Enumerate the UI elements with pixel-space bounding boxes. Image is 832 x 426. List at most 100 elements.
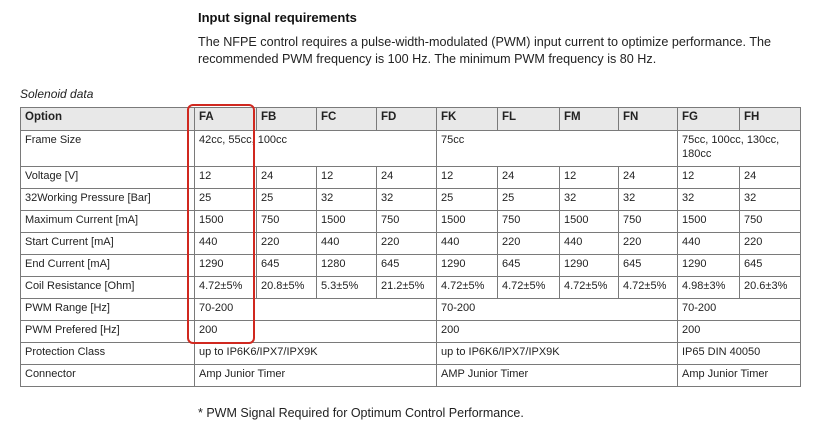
table-cell: 24 bbox=[739, 166, 801, 189]
table-cell: 440 bbox=[559, 232, 619, 255]
table-cell: IP65 DIN 40050 bbox=[677, 342, 801, 365]
row-label: Connector bbox=[20, 364, 195, 387]
table-cell: up to IP6K6/IPX7/IPX9K bbox=[436, 342, 678, 365]
table-row: End Current [mA] 1290 645 1280 645 1290 645 129… bbox=[20, 254, 801, 277]
table-cell: 25 bbox=[436, 188, 498, 211]
table-cell: Amp Junior Timer bbox=[677, 364, 801, 387]
table-cell: 75cc bbox=[436, 130, 678, 167]
table-cell: 1280 bbox=[316, 254, 377, 277]
table-cell: Amp Junior Timer bbox=[194, 364, 437, 387]
table-cell: 220 bbox=[618, 232, 678, 255]
table-cell: 200 bbox=[194, 320, 437, 343]
header-cell: FN bbox=[618, 107, 678, 131]
table-row: Start Current [mA] 440 220 440 220 440 220 440 2… bbox=[20, 232, 801, 255]
table-cell: 4.72±5% bbox=[497, 276, 560, 299]
table-cell: 645 bbox=[497, 254, 560, 277]
table-cell: 32 bbox=[739, 188, 801, 211]
table-cell: 1500 bbox=[559, 210, 619, 233]
table-cell: 750 bbox=[618, 210, 678, 233]
table-cell: 750 bbox=[376, 210, 437, 233]
table-cell: 1290 bbox=[436, 254, 498, 277]
header-cell: FA bbox=[194, 107, 257, 131]
table-cell: 4.72±5% bbox=[559, 276, 619, 299]
table-cell: 1500 bbox=[677, 210, 740, 233]
table-cell: 20.6±3% bbox=[739, 276, 801, 299]
row-label: Maximum Current [mA] bbox=[20, 210, 195, 233]
header-cell: FH bbox=[739, 107, 801, 131]
table-row: Voltage [V] 12 24 12 24 12 24 12 24 12 24 bbox=[20, 166, 801, 189]
table-row: 32Working Pressure [Bar] 25 25 32 32 25 25 32 32… bbox=[20, 188, 801, 211]
header-cell: Option bbox=[20, 107, 195, 131]
row-label: PWM Range [Hz] bbox=[20, 298, 195, 321]
table-cell: 32 bbox=[618, 188, 678, 211]
header-cell: FD bbox=[376, 107, 437, 131]
table-cell: 12 bbox=[677, 166, 740, 189]
solenoid-data-table: Option FA FB FC FD FK FL FM FN FG FH Fra… bbox=[20, 107, 801, 387]
table-cell: 4.72±5% bbox=[194, 276, 257, 299]
table-cell: 4.72±5% bbox=[618, 276, 678, 299]
table-cell: 4.72±5% bbox=[436, 276, 498, 299]
row-label: Start Current [mA] bbox=[20, 232, 195, 255]
table-cell: 200 bbox=[677, 320, 801, 343]
table-cell: 1500 bbox=[194, 210, 257, 233]
description-paragraph: The NFPE control requires a pulse-width-… bbox=[198, 35, 772, 66]
table-cell: 645 bbox=[618, 254, 678, 277]
header-cell: FM bbox=[559, 107, 619, 131]
table-cell: AMP Junior Timer bbox=[436, 364, 678, 387]
table-cell: 24 bbox=[256, 166, 317, 189]
table-cell: 70-200 bbox=[677, 298, 801, 321]
table-cell: 750 bbox=[739, 210, 801, 233]
row-label: 32Working Pressure [Bar] bbox=[20, 188, 195, 211]
table-cell: 20.8±5% bbox=[256, 276, 317, 299]
table-cell: 25 bbox=[194, 188, 257, 211]
row-label: Frame Size bbox=[20, 130, 195, 167]
header-cell: FC bbox=[316, 107, 377, 131]
table-cell: 1290 bbox=[559, 254, 619, 277]
row-label: PWM Prefered [Hz] bbox=[20, 320, 195, 343]
table-row: Connector Amp Junior Timer AMP Junior Ti… bbox=[20, 364, 801, 387]
table-cell: 32 bbox=[316, 188, 377, 211]
table-cell: 645 bbox=[376, 254, 437, 277]
table-cell: 220 bbox=[376, 232, 437, 255]
table-row: PWM Prefered [Hz] 200 200 200 bbox=[20, 320, 801, 343]
table-cell: 25 bbox=[497, 188, 560, 211]
table-cell: 645 bbox=[256, 254, 317, 277]
table-caption: Solenoid data bbox=[20, 87, 94, 101]
table-cell: 645 bbox=[739, 254, 801, 277]
table-cell: 750 bbox=[497, 210, 560, 233]
table-cell: 70-200 bbox=[436, 298, 678, 321]
table-cell: 4.98±3% bbox=[677, 276, 740, 299]
table-cell: 32 bbox=[376, 188, 437, 211]
table-cell: 200 bbox=[436, 320, 678, 343]
table-cell: 24 bbox=[618, 166, 678, 189]
table-cell: 32 bbox=[559, 188, 619, 211]
table-cell: 220 bbox=[497, 232, 560, 255]
table-cell: 75cc, 100cc, 130cc, 180cc bbox=[677, 130, 801, 167]
table-cell: 750 bbox=[256, 210, 317, 233]
header-cell: FG bbox=[677, 107, 740, 131]
table-cell: 5.3±5% bbox=[316, 276, 377, 299]
table-cell: 42cc, 55cc, 100cc bbox=[194, 130, 437, 167]
header-cell: FB bbox=[256, 107, 317, 131]
table-cell: 25 bbox=[256, 188, 317, 211]
header-cell: FL bbox=[497, 107, 560, 131]
table-cell: 220 bbox=[739, 232, 801, 255]
row-label: Coil Resistance [Ohm] bbox=[20, 276, 195, 299]
table-row: Coil Resistance [Ohm] 4.72±5% 20.8±5% 5.3±5… bbox=[20, 276, 801, 299]
table-cell: 12 bbox=[559, 166, 619, 189]
footnote: * PWM Signal Required for Optimum Contro… bbox=[198, 406, 524, 420]
table-cell: 1290 bbox=[677, 254, 740, 277]
table-cell: 24 bbox=[497, 166, 560, 189]
table-row: Frame Size 42cc, 55cc, 100cc 75cc 75cc, … bbox=[20, 130, 801, 167]
table-row: Maximum Current [mA] 1500 750 1500 750 1500 75… bbox=[20, 210, 801, 233]
table-row: PWM Range [Hz] 70-200 70-200 70-200 bbox=[20, 298, 801, 321]
table-cell: 12 bbox=[316, 166, 377, 189]
header-cell: FK bbox=[436, 107, 498, 131]
table-cell: 440 bbox=[194, 232, 257, 255]
table-cell: 12 bbox=[436, 166, 498, 189]
header-row: Option FA FB FC FD FK FL FM FN FG FH bbox=[20, 107, 801, 131]
table-cell: 1500 bbox=[316, 210, 377, 233]
table-cell: 440 bbox=[316, 232, 377, 255]
table-row: Protection Class up to IP6K6/IPX7/IPX9K … bbox=[20, 342, 801, 365]
section-heading: Input signal requirements bbox=[198, 10, 357, 25]
